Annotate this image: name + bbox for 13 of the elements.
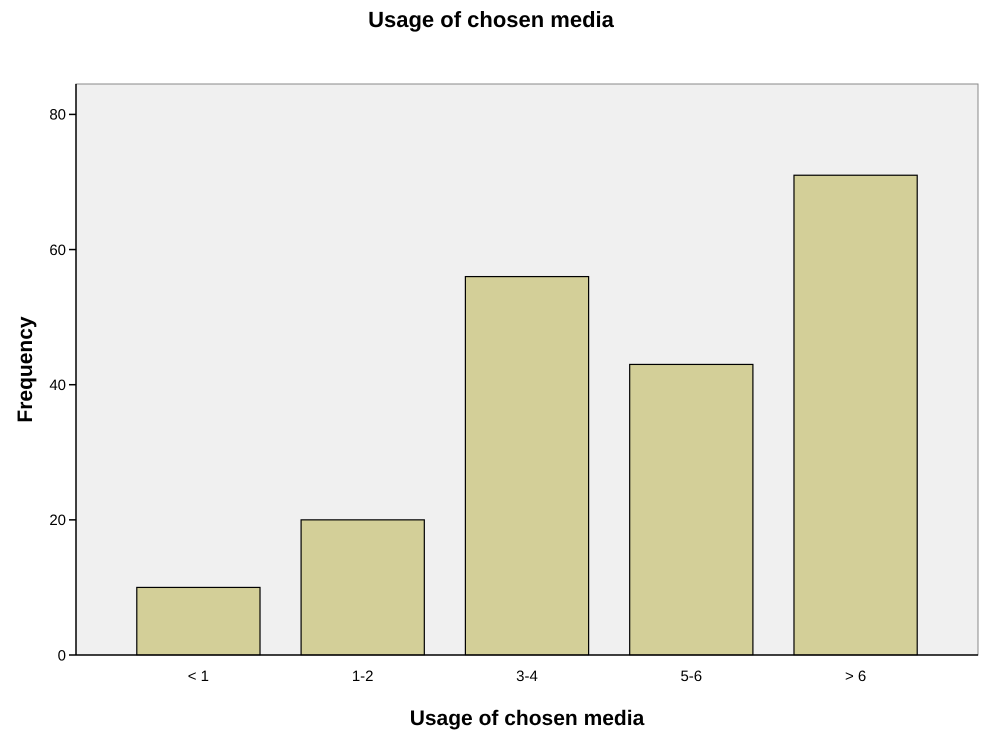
y-axis-title: Frequency [14, 316, 37, 423]
x-tick-label: < 1 [188, 668, 210, 685]
y-tick-label: 40 [49, 376, 66, 394]
x-tick-label: 5-6 [680, 668, 702, 685]
y-tick-label: 20 [49, 512, 66, 530]
x-tick-label: 3-4 [516, 668, 538, 685]
x-tick-label: > 6 [844, 668, 866, 685]
y-tick-label: 80 [49, 106, 66, 124]
x-axis-title: Usage of chosen media [410, 707, 645, 730]
x-tick-label: 1-2 [352, 668, 374, 685]
y-tick-label: 60 [49, 242, 66, 259]
chart-title: Usage of chosen media [368, 7, 615, 32]
y-tick-label: 0 [58, 647, 66, 664]
